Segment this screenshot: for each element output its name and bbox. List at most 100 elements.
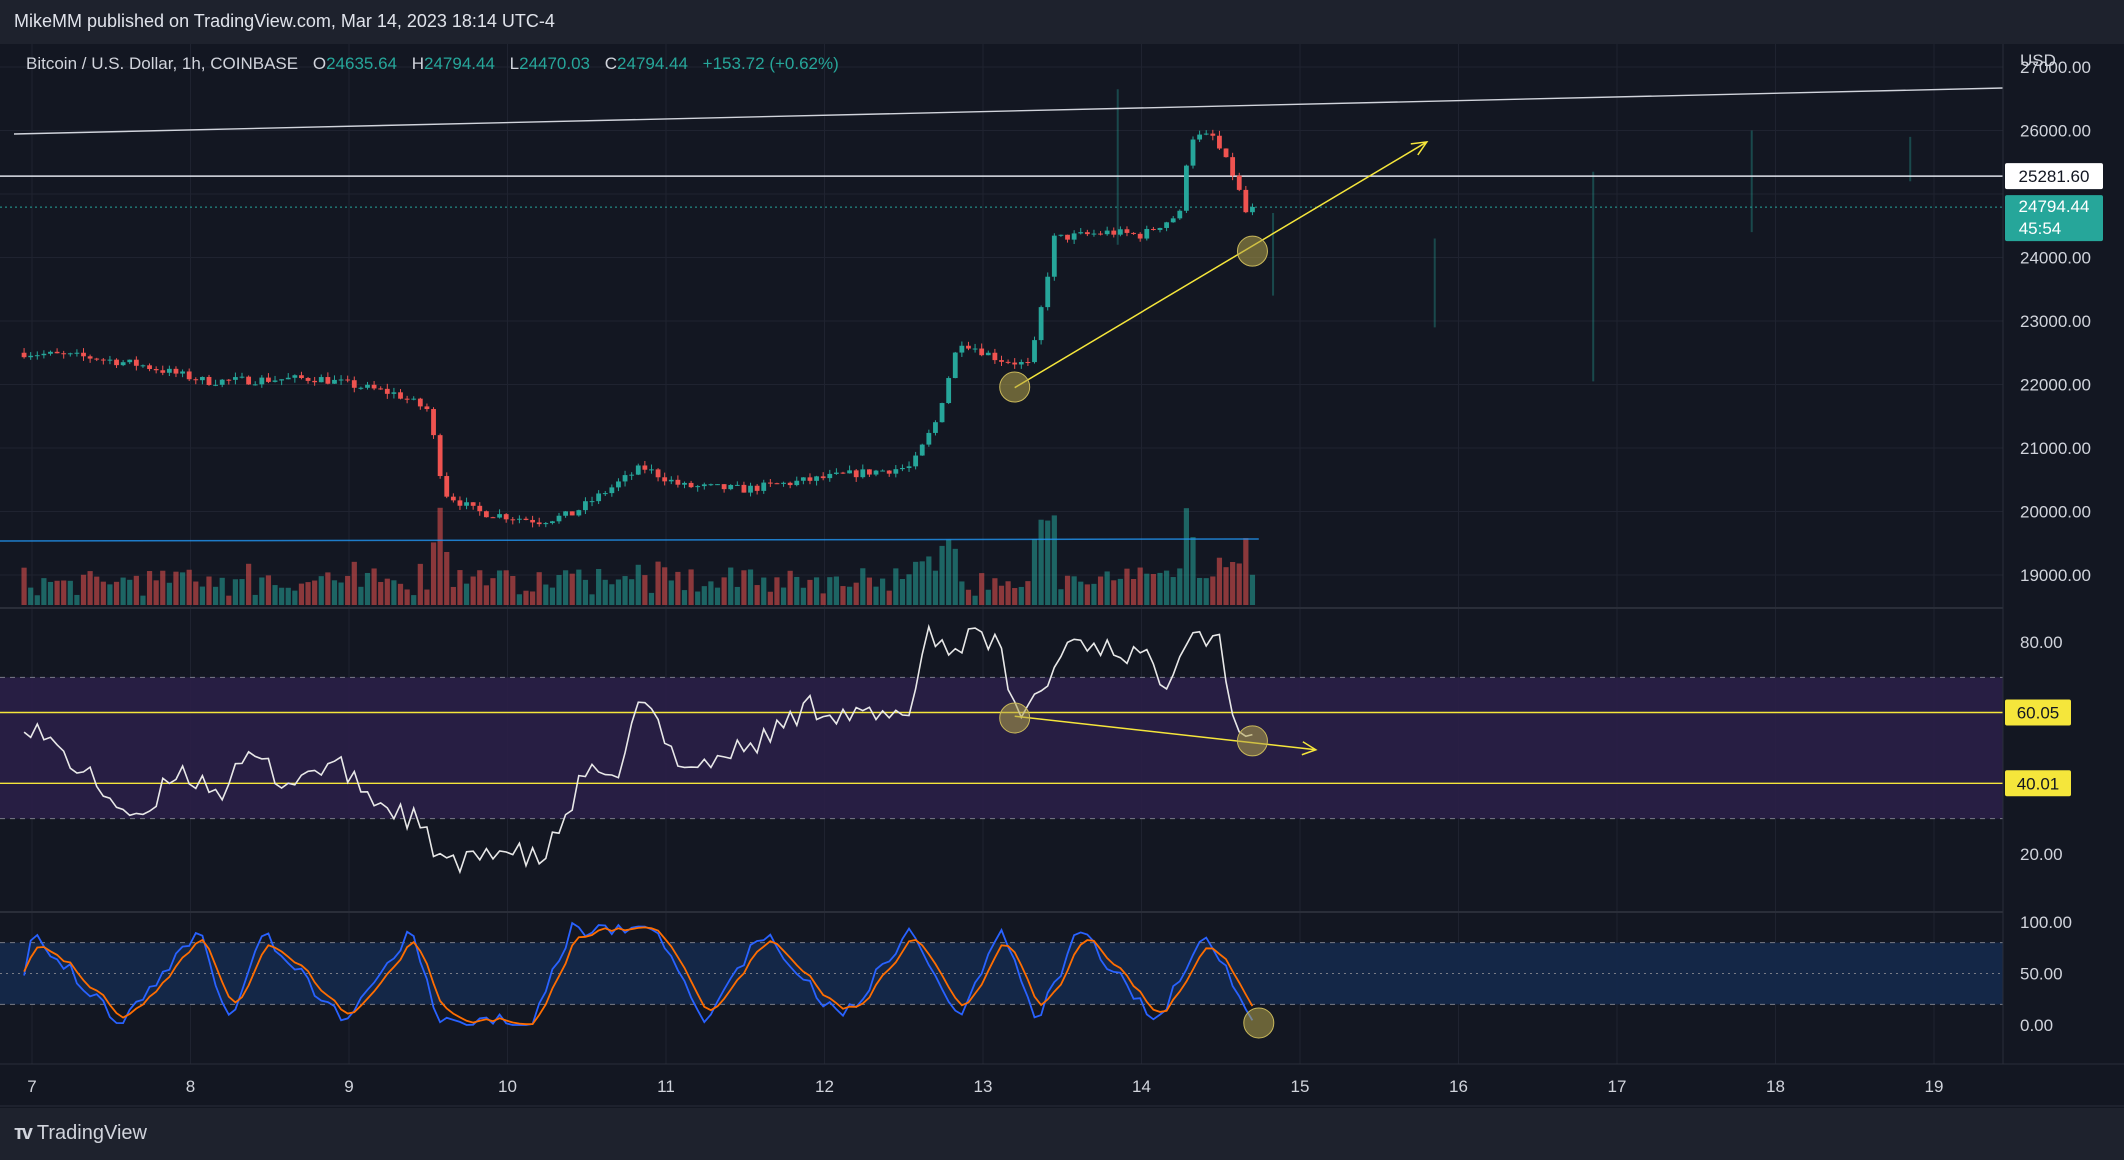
candle-body bbox=[649, 469, 654, 471]
volume-bar bbox=[549, 587, 556, 605]
rsi-marker-2[interactable] bbox=[1236, 725, 1268, 757]
time-tick-label[interactable]: 18 bbox=[1766, 1077, 1785, 1096]
volume-bar bbox=[880, 578, 886, 605]
volume-bar bbox=[1170, 577, 1176, 605]
candle-body bbox=[516, 518, 522, 520]
candle-body bbox=[536, 522, 542, 525]
volume-bar bbox=[800, 587, 806, 605]
close-label: C bbox=[605, 54, 617, 73]
stoch-d-line bbox=[23, 926, 1254, 1026]
volume-bar bbox=[681, 590, 688, 605]
volume-bar bbox=[1223, 567, 1229, 605]
time-tick-label[interactable]: 17 bbox=[1608, 1077, 1627, 1096]
time-tick-label[interactable]: 19 bbox=[1925, 1077, 1944, 1096]
candle-body bbox=[662, 477, 668, 482]
higher-low-marker-2[interactable] bbox=[1236, 235, 1268, 267]
candle-body bbox=[338, 379, 344, 381]
volume-bar bbox=[371, 568, 377, 605]
time-tick-label[interactable]: 10 bbox=[498, 1077, 517, 1096]
candle-body bbox=[800, 477, 806, 481]
candle-body bbox=[1091, 233, 1097, 235]
volume-bar bbox=[576, 569, 582, 605]
candle-body bbox=[682, 482, 687, 485]
candle-body bbox=[833, 472, 839, 474]
candle-body bbox=[1065, 234, 1070, 240]
volume-bar bbox=[596, 568, 602, 605]
candle-body bbox=[1078, 232, 1084, 234]
symbol-legend[interactable]: Bitcoin / U.S. Dollar, 1h, COINBASE O246… bbox=[26, 54, 839, 73]
candle-body bbox=[74, 352, 80, 354]
candle-body bbox=[1032, 340, 1037, 363]
candle-body bbox=[1144, 228, 1150, 239]
candle-body bbox=[351, 380, 357, 388]
candle-body bbox=[748, 485, 753, 493]
time-tick-label[interactable]: 11 bbox=[657, 1077, 675, 1096]
candle-body bbox=[563, 511, 569, 516]
time-tick-label[interactable]: 8 bbox=[186, 1077, 195, 1096]
volume-bar bbox=[959, 581, 965, 605]
time-tick-label[interactable]: 12 bbox=[815, 1077, 834, 1096]
volume-bar bbox=[939, 545, 945, 605]
volume-bar bbox=[1117, 578, 1123, 605]
candle-body bbox=[1250, 206, 1255, 213]
candle-body bbox=[569, 511, 575, 516]
volume-bar bbox=[80, 574, 87, 605]
price-tick-label: 24000.00 bbox=[2020, 249, 2091, 268]
volume-bar bbox=[827, 577, 833, 605]
volume-bar bbox=[734, 586, 740, 605]
price-annotations[interactable] bbox=[999, 140, 1429, 403]
volume-bar bbox=[87, 571, 93, 605]
stoch-marker[interactable] bbox=[1243, 1007, 1275, 1039]
volume-bar bbox=[265, 575, 272, 605]
candle-body bbox=[226, 379, 232, 381]
volume-bar bbox=[754, 585, 760, 605]
volume-bar bbox=[199, 586, 205, 605]
time-tick-label[interactable]: 7 bbox=[27, 1077, 36, 1096]
volume-bar bbox=[510, 575, 516, 605]
time-tick-label[interactable]: 14 bbox=[1132, 1077, 1151, 1096]
candle-body bbox=[1018, 362, 1024, 365]
candle-body bbox=[259, 377, 265, 385]
time-tick-label[interactable]: 15 bbox=[1291, 1077, 1310, 1096]
time-tick-label[interactable]: 9 bbox=[344, 1077, 353, 1096]
trendline-resistance[interactable] bbox=[13, 87, 2004, 135]
volume-bar bbox=[305, 582, 311, 605]
rsi-level-tag-60: 60.05 bbox=[2005, 699, 2071, 726]
rsi-level-tag-40: 40.01 bbox=[2005, 770, 2071, 797]
brand-name: TradingView bbox=[36, 1122, 147, 1144]
candle-body bbox=[675, 479, 681, 485]
candle-body bbox=[787, 482, 793, 486]
stoch-tick-label: 50.00 bbox=[2020, 965, 2063, 984]
volume-bar bbox=[952, 548, 958, 605]
volume-bar bbox=[972, 595, 978, 605]
volume-bar bbox=[496, 570, 503, 605]
volume-bar bbox=[846, 586, 853, 605]
volume-bar bbox=[1183, 508, 1190, 605]
time-tick-label[interactable]: 16 bbox=[1449, 1077, 1468, 1096]
volume-bar bbox=[1058, 589, 1064, 605]
candle-body bbox=[28, 355, 34, 358]
candle-body bbox=[583, 501, 588, 511]
higher-low-marker-1[interactable] bbox=[999, 371, 1031, 403]
volume-bar bbox=[1230, 561, 1236, 605]
volume-bar bbox=[417, 563, 423, 605]
uptrend-arrow[interactable] bbox=[1014, 141, 1428, 389]
candle-body bbox=[886, 470, 892, 474]
candle-body bbox=[193, 379, 199, 381]
x-axis-ticks[interactable]: 7 8 9 10 11 12 13 14 15 16 17 18 19 bbox=[27, 1077, 1943, 1096]
rsi-marker-1[interactable] bbox=[999, 702, 1031, 734]
candle-body bbox=[503, 514, 509, 520]
candle-body bbox=[992, 352, 998, 361]
volume-bar bbox=[523, 590, 529, 605]
time-tick-label[interactable]: 13 bbox=[974, 1077, 993, 1096]
volume-bar bbox=[212, 586, 219, 605]
tradingview-brand[interactable]: ᴛᴠ TradingView bbox=[14, 1122, 147, 1145]
candle-body bbox=[431, 409, 436, 436]
volume-bar bbox=[120, 577, 126, 605]
countdown-text: 45:54 bbox=[2019, 219, 2062, 238]
candle-body bbox=[279, 379, 285, 381]
volume-bar bbox=[1084, 584, 1090, 605]
candle-body bbox=[701, 484, 707, 487]
candle-body bbox=[1150, 228, 1156, 230]
